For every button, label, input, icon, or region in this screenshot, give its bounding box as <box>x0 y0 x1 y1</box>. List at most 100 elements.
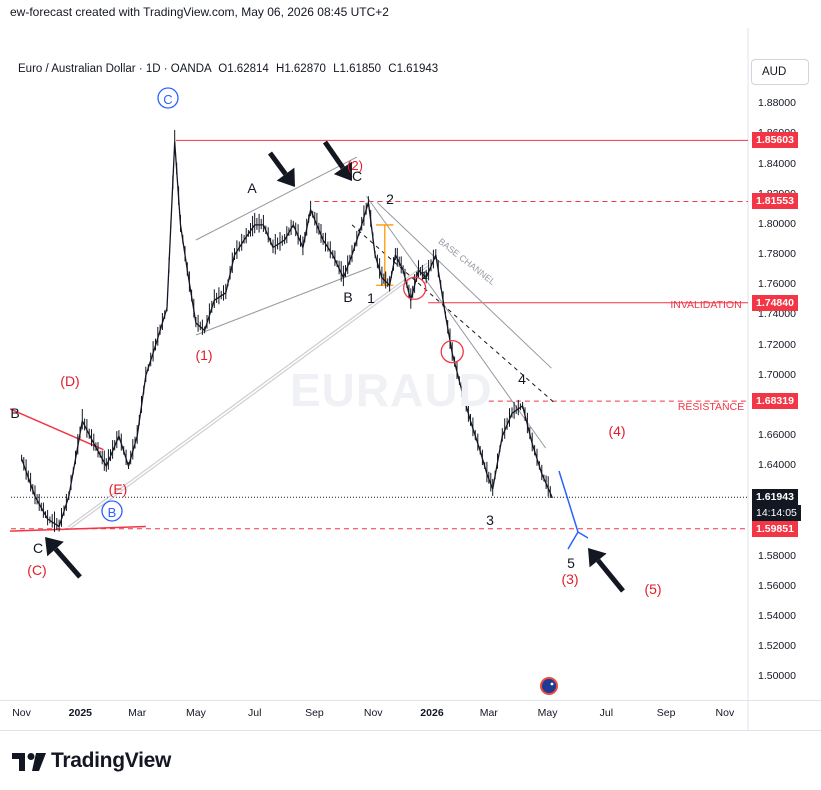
wave-e-label: (E) <box>109 481 128 497</box>
rising-trendline-inner <box>68 263 429 529</box>
wave-a-arrow-head <box>276 167 295 187</box>
chart-area[interactable]: C B (1) (2) (3) (4) (5) (D) (E) (C) A B C 1 2 3 4 5 B C 2 INV… <box>0 28 821 730</box>
price-tag: 1.81553 <box>752 193 798 210</box>
wave-small-label: 2 <box>422 270 428 282</box>
tradingview-brand: TradingView <box>51 749 172 772</box>
invalidation-label: INVALIDATION <box>670 299 741 311</box>
base-channel-label: BASE CHANNEL <box>436 236 497 287</box>
wave-e-line <box>9 525 146 532</box>
resistance-label: RESISTANCE <box>678 401 744 413</box>
price-tick: 1.78000 <box>758 248 796 261</box>
wave-n4-label: 4 <box>518 371 526 387</box>
wave-5-label: (5) <box>644 581 661 597</box>
ohlc-open: 1.62814 <box>227 63 269 75</box>
ohlc-close: 1.61943 <box>396 63 439 75</box>
projection-arrow-head <box>567 530 589 550</box>
time-tick: Mar <box>479 707 498 719</box>
time-tick: 2026 <box>420 707 444 719</box>
wave-c-paren-label: (C) <box>27 562 46 578</box>
price-tick: 1.54000 <box>758 610 796 623</box>
wave-c-left-arrow-head <box>45 537 64 557</box>
time-tick: Sep <box>305 707 324 719</box>
symbol-info: Euro / Australian Dollar · 1D · OANDA O1… <box>18 63 439 75</box>
wave-4-label: (4) <box>608 423 625 439</box>
lower-channel-line <box>195 266 372 336</box>
price-tick: 1.88000 <box>758 97 796 110</box>
ohlc-low-label: L <box>333 63 340 75</box>
wave-c-left-label: C <box>33 540 43 556</box>
price-tick: 1.52000 <box>758 640 796 653</box>
wave-2-label: (2) <box>347 158 363 173</box>
wave-d-line <box>9 408 104 451</box>
wave-b-circle <box>101 500 123 522</box>
down-channel-line-b <box>376 201 552 369</box>
australia-flag-icon <box>540 677 558 695</box>
price-tag: 1.61943 <box>752 489 798 506</box>
upper-channel-line <box>195 156 358 241</box>
time-tick: May <box>537 707 558 719</box>
footer: TradingView <box>0 730 821 790</box>
ohlc-high: 1.62870 <box>284 63 326 75</box>
target-arrow-head <box>588 548 607 568</box>
price-tick: 1.64000 <box>758 459 796 472</box>
projection-arrow-shaft <box>558 470 579 533</box>
time-tick: Jul <box>599 707 614 719</box>
tradingview-logo-icon <box>12 753 46 771</box>
symbol-exchange: OANDA <box>170 63 212 75</box>
wave-3-label: (3) <box>561 571 578 587</box>
flag-star <box>550 682 554 686</box>
time-tick: Mar <box>128 707 147 719</box>
price-tick: 1.74000 <box>758 308 796 321</box>
time-tick: 2025 <box>68 707 93 719</box>
price-tag: 1.68319 <box>752 393 798 410</box>
price-tick: 1.72000 <box>758 338 796 351</box>
time-tick: May <box>186 707 206 719</box>
ohlc-open-label: O <box>218 63 228 75</box>
price-tick: 1.80000 <box>758 217 796 230</box>
symbol-name: Euro / Australian Dollar <box>18 63 136 75</box>
wave-c-circle <box>157 87 179 109</box>
price-tick: 1.76000 <box>758 278 796 291</box>
wave-a-arrow-shaft <box>267 151 288 176</box>
price-tick: 1.84000 <box>758 157 796 170</box>
price-tag: 1.74840 <box>752 294 798 311</box>
price-series-line <box>20 141 553 528</box>
wave-c-top-label: C <box>352 168 362 184</box>
price-tick: 1.50000 <box>758 670 796 683</box>
dashed-channel-line <box>351 224 557 405</box>
wave-1-label: (1) <box>195 347 212 363</box>
time-tick: Jul <box>247 707 262 719</box>
currency-button[interactable]: AUD <box>751 59 809 85</box>
wave-b-left-label: B <box>10 405 19 421</box>
chart-caption: ew-forecast created with TradingView.com… <box>10 5 389 19</box>
wave-d-label: (D) <box>60 373 79 389</box>
ohlc-high-label: H <box>276 63 285 75</box>
time-tick: Nov <box>12 707 31 719</box>
time-tick: Nov <box>363 707 383 719</box>
symbol-timeframe: 1D <box>145 63 161 75</box>
wave-c-circle-label: C <box>163 92 172 107</box>
wave-c-left-arrow-shaft <box>53 547 82 579</box>
time-tick: Sep <box>656 707 676 719</box>
wave-c-arrow-head <box>333 161 352 181</box>
ohlc-low: 1.61850 <box>339 63 382 75</box>
price-tag: 1.59851 <box>752 520 798 537</box>
wave-n2-label: 2 <box>386 191 394 207</box>
wave-b-circle-label: B <box>108 505 117 520</box>
price-chart: C B (1) (2) (3) (4) (5) (D) (E) (C) A B C 1 2 3 4 5 B C 2 INV… <box>0 28 821 730</box>
wave-n5-label: 5 <box>567 555 575 571</box>
highlight-circle <box>440 339 464 364</box>
flag-face <box>542 679 556 693</box>
symbol-watermark: EURAUD <box>290 364 493 416</box>
wave-b-label: B <box>343 289 352 305</box>
bar-countdown: 14:14:05 <box>752 505 801 522</box>
target-arrow-shaft <box>596 558 625 593</box>
price-tag: 1.85603 <box>752 132 798 149</box>
price-tick: 1.66000 <box>758 429 796 442</box>
highlight-circle <box>402 276 427 300</box>
wave-n3-label: 3 <box>486 512 494 528</box>
price-tick: 1.70000 <box>758 368 796 381</box>
price-tick: 1.56000 <box>758 579 796 592</box>
time-tick: Nov <box>715 707 735 719</box>
wave-c-arrow-shaft <box>322 140 345 170</box>
